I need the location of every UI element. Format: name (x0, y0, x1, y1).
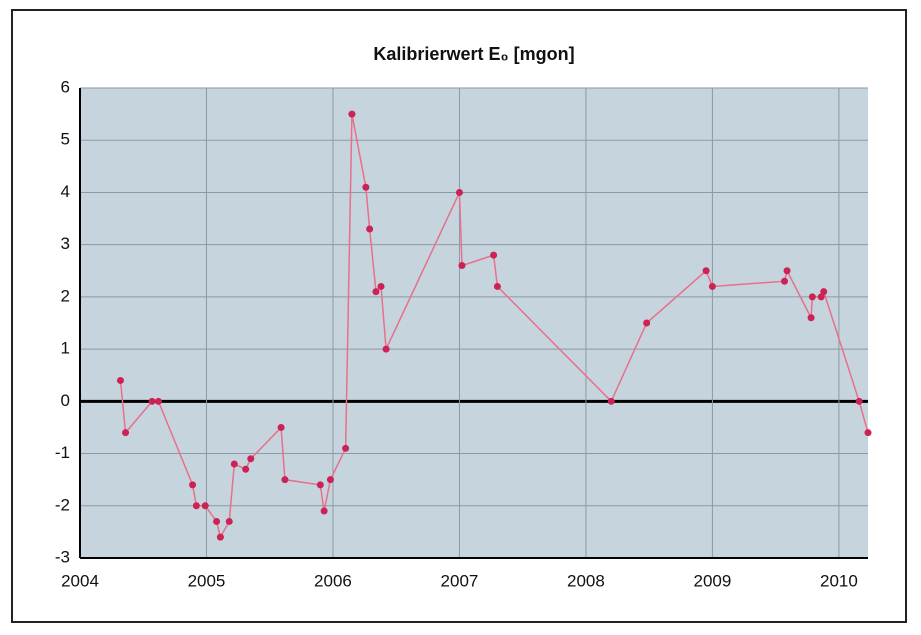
data-point (342, 444, 350, 452)
data-point (277, 423, 285, 431)
x-tick-label: 2005 (188, 571, 226, 590)
y-tick-label: 3 (61, 234, 70, 253)
y-tick-label: -1 (55, 443, 70, 462)
x-tick-label: 2010 (820, 571, 858, 590)
y-tick-label: 0 (61, 391, 70, 410)
data-point (817, 293, 825, 301)
y-tick-label: 5 (61, 130, 70, 149)
data-point (493, 282, 501, 290)
y-tick-label: 2 (61, 286, 70, 305)
data-point (377, 282, 385, 290)
chart-title: Kalibrierwert E₀ [mgon] (373, 44, 574, 64)
data-point (201, 502, 209, 510)
y-tick-label: 1 (61, 339, 70, 358)
data-point (192, 502, 200, 510)
data-point (247, 455, 255, 463)
data-point (455, 188, 463, 196)
data-point (281, 476, 289, 484)
x-tick-label: 2009 (694, 571, 732, 590)
data-point (213, 517, 221, 525)
x-tick-label: 2006 (314, 571, 352, 590)
data-point (607, 397, 615, 405)
data-point (382, 345, 390, 353)
x-tick-label: 2004 (61, 571, 99, 590)
data-point (490, 251, 498, 259)
y-tick-label: 4 (61, 182, 70, 201)
data-point (316, 481, 324, 489)
data-point (366, 225, 374, 233)
data-point (820, 288, 828, 296)
plot-area (80, 88, 868, 558)
data-point (348, 110, 356, 118)
data-point (122, 429, 130, 437)
data-point (807, 314, 815, 322)
data-point (116, 376, 124, 384)
data-point (225, 517, 233, 525)
data-point (855, 397, 863, 405)
y-tick-label: 6 (61, 77, 70, 96)
data-point (864, 429, 872, 437)
x-tick-label: 2007 (441, 571, 479, 590)
data-point (326, 476, 334, 484)
data-point (372, 288, 380, 296)
data-point (230, 460, 238, 468)
x-tick-label: 2008 (567, 571, 605, 590)
data-point (362, 183, 370, 191)
data-point (154, 397, 162, 405)
data-point (216, 533, 224, 541)
data-point (242, 465, 250, 473)
data-point (643, 319, 651, 327)
data-point (783, 267, 791, 275)
y-tick-label: -3 (55, 547, 70, 566)
data-point (781, 277, 789, 285)
data-point (808, 293, 816, 301)
data-point (320, 507, 328, 515)
y-tick-label: -2 (55, 495, 70, 514)
data-point (189, 481, 197, 489)
data-point (708, 282, 716, 290)
data-point (148, 397, 156, 405)
data-point (702, 267, 710, 275)
data-point (458, 262, 466, 270)
